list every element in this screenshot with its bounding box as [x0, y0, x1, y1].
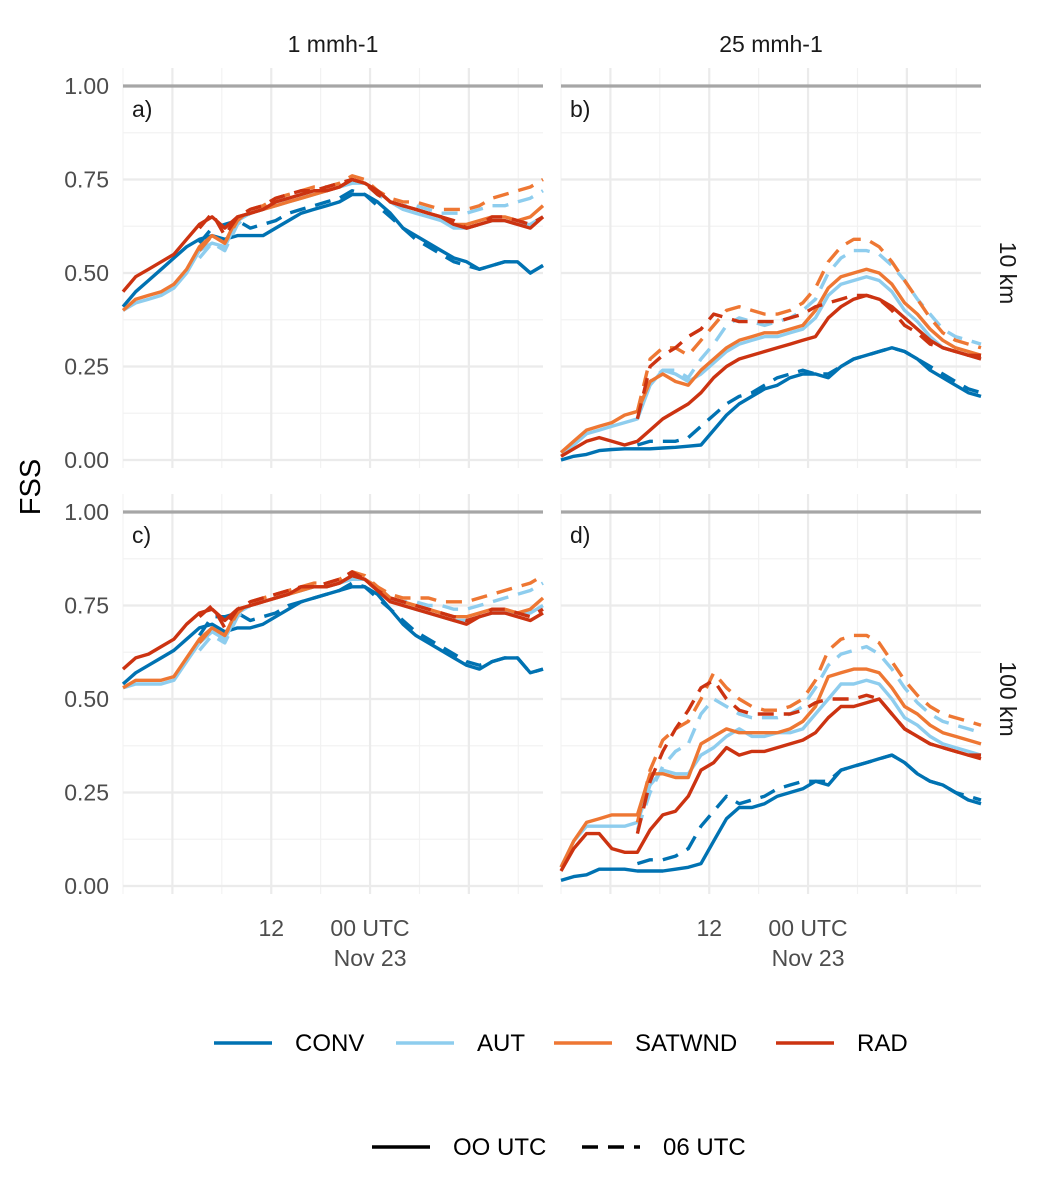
series-line-conv-06: [198, 188, 544, 275]
series-line-satwnd-06: [635, 237, 982, 412]
series-line-conv-00: [121, 192, 544, 308]
y-tick-label: 0.25: [64, 354, 109, 380]
series-line-aut-00: [122, 577, 544, 690]
x-tick-sublabel: Nov 23: [772, 945, 845, 971]
panel-c: c) 0.00 0.25 0.50 0.75 1.00 12 00 UTC Nov 23: [64, 494, 545, 971]
series-line-conv-00: [560, 753, 982, 883]
series-line-aut-06: [635, 248, 982, 420]
panel-tag: c): [132, 522, 151, 548]
legend-label-aut: AUT: [477, 1030, 525, 1057]
y-tick-label: 1.00: [64, 73, 109, 99]
legend-label-rad: RAD: [857, 1030, 908, 1057]
series-line-rad-06: [198, 570, 544, 630]
series-line-satwnd-00: [559, 267, 982, 454]
panels-layer: a) 0.00 0.25 0.50 0.75 1.00 b) c) 0.00 0.25 0.50 0.…: [64, 68, 982, 971]
column-strip-1: 1 mmh-1: [288, 31, 379, 57]
x-tick-label: 12: [696, 915, 722, 941]
legend-label-cycle-1: 06 UTC: [663, 1134, 746, 1161]
panel-tag: a): [132, 96, 152, 122]
y-tick-label: 0.00: [64, 873, 109, 899]
series-line-conv-00: [121, 585, 544, 686]
series-line-rad-00: [559, 697, 981, 872]
x-tick-label: 00 UTC: [330, 915, 409, 941]
series-line-aut-00: [560, 275, 982, 454]
x-tick-label: 00 UTC: [768, 915, 847, 941]
series-line-rad-06: [198, 177, 544, 238]
series-line-rad-00: [121, 573, 544, 671]
series-line-rad-00: [560, 293, 982, 458]
series-line-satwnd-06: [635, 633, 982, 823]
panel-tag: b): [570, 96, 590, 122]
panel-d: d) 12 00 UTC Nov 23: [559, 494, 982, 971]
y-tick-label: 0.00: [64, 447, 109, 473]
y-tick-label: 1.00: [64, 499, 109, 525]
y-tick-label: 0.50: [64, 260, 109, 286]
row-strip-2: 100 km: [995, 661, 1021, 736]
panel-tag: d): [570, 522, 590, 548]
y-axis-title: FSS: [15, 459, 47, 515]
series-line-conv-06: [197, 581, 544, 675]
legend-label-cycle-0: OO UTC: [453, 1134, 546, 1161]
series-line-aut-00: [559, 678, 982, 869]
x-tick-sublabel: Nov 23: [334, 945, 407, 971]
series-line-rad-06: [635, 678, 982, 835]
column-strip-2: 25 mmh-1: [719, 31, 823, 57]
legend-label-conv: CONV: [295, 1030, 364, 1057]
panel-a: a) 0.00 0.25 0.50 0.75 1.00: [64, 68, 545, 473]
y-tick-label: 0.25: [64, 780, 109, 806]
series-line-rad-06: [635, 293, 981, 420]
legend-label-satwnd: SATWND: [635, 1030, 737, 1057]
y-tick-label: 0.75: [64, 593, 109, 619]
y-tick-label: 0.75: [64, 167, 109, 193]
y-tick-label: 0.50: [64, 686, 109, 712]
series-line-aut-06: [635, 644, 982, 831]
row-strip-1: 10 km: [995, 242, 1021, 305]
panel-b: b): [559, 68, 982, 468]
series-line-conv-00: [560, 346, 982, 462]
legend: CONV AUT SATWND RAD OO UTC 06 UTC: [214, 1030, 908, 1161]
x-tick-label: 12: [258, 915, 284, 941]
series-line-satwnd-00: [121, 177, 545, 312]
series-line-conv-06: [636, 753, 982, 866]
series-line-conv-06: [636, 346, 982, 447]
series-line-satwnd-00: [559, 667, 982, 869]
